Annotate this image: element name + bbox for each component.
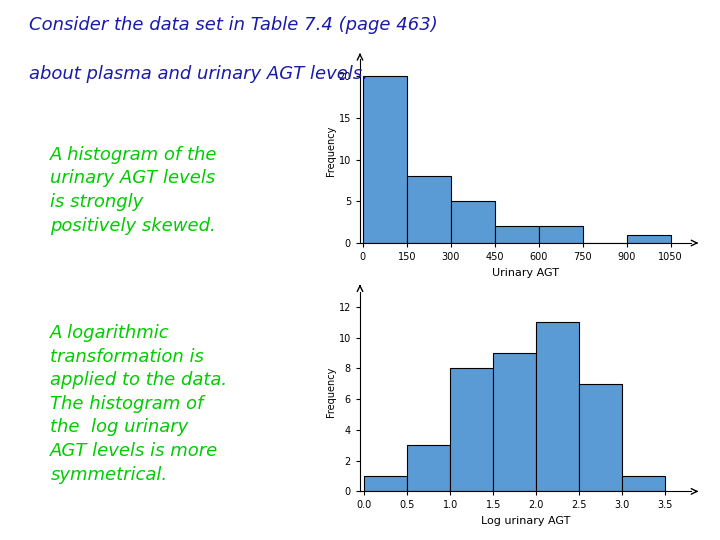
Bar [451, 201, 495, 243]
Text: about plasma and urinary AGT levels.: about plasma and urinary AGT levels. [29, 65, 368, 83]
X-axis label: Log urinary AGT: Log urinary AGT [481, 516, 570, 526]
Y-axis label: Frequency: Frequency [326, 366, 336, 417]
Bar [580, 384, 622, 491]
Bar [495, 226, 539, 243]
Bar [626, 235, 671, 243]
Bar [363, 76, 407, 243]
Text: A logarithmic
transformation is
applied to the data.
The histogram of
the  log u: A logarithmic transformation is applied … [50, 324, 228, 484]
Y-axis label: Frequency: Frequency [326, 126, 336, 177]
Bar [408, 446, 450, 491]
Bar [450, 368, 493, 491]
X-axis label: Urinary AGT: Urinary AGT [492, 268, 559, 278]
Bar [364, 476, 408, 491]
Text: A histogram of the
urinary AGT levels
is strongly
positively skewed.: A histogram of the urinary AGT levels is… [50, 146, 218, 234]
Bar [493, 353, 536, 491]
Bar [622, 476, 665, 491]
Bar [407, 176, 451, 243]
Bar [536, 322, 580, 491]
Text: Consider the data set in Table 7.4 (page 463): Consider the data set in Table 7.4 (page… [29, 16, 438, 34]
Bar [539, 226, 582, 243]
